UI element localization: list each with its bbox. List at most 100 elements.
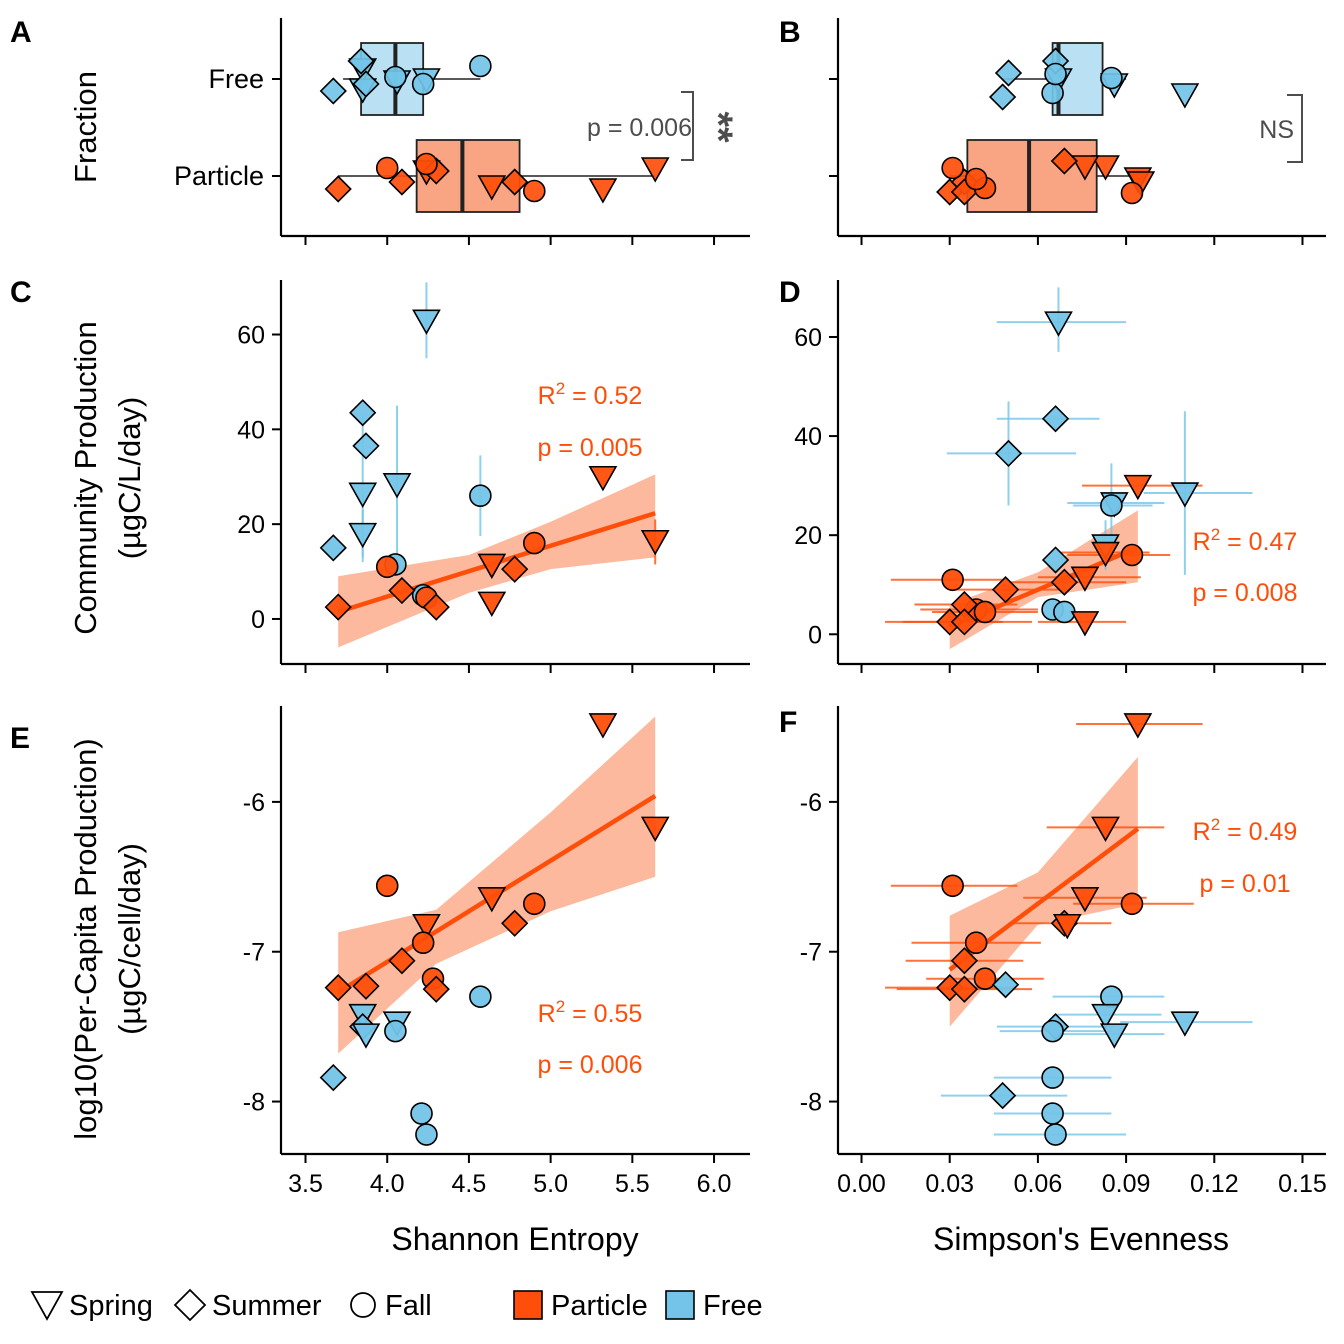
spring-point	[640, 157, 670, 183]
fall-point	[522, 531, 546, 555]
confidence-band	[949, 510, 1138, 650]
fall-point	[1120, 543, 1144, 567]
fall-point	[1041, 1066, 1064, 1089]
summer-point	[1041, 546, 1070, 574]
fall-point	[941, 874, 964, 898]
summer-point	[319, 534, 347, 562]
spring-point	[588, 178, 618, 204]
summer-point	[422, 975, 450, 1003]
panel-a: Free Particle p = 0.006 **	[174, 18, 750, 245]
summer-point	[501, 168, 529, 196]
spring-point	[477, 175, 507, 201]
x-tick-label: 5.5	[615, 1170, 650, 1198]
summer-point	[994, 59, 1023, 87]
r-squared-label: R2 = 0.49	[1193, 815, 1298, 846]
fall-point	[415, 1123, 438, 1146]
legend-spring-icon	[30, 1291, 64, 1321]
p-value-label: p = 0.008	[1193, 579, 1298, 607]
y-tick-label: 0	[808, 621, 822, 649]
x-tick-label: 5.0	[533, 1170, 568, 1198]
spring-point	[1170, 482, 1200, 508]
panel-letter-c: C	[10, 276, 32, 309]
x-tick-label: 4.5	[452, 1170, 487, 1198]
y-tick-label: 60	[237, 322, 265, 350]
spring-point	[1170, 1011, 1200, 1037]
summer-point	[1050, 147, 1078, 175]
legend-summer-icon	[173, 1288, 207, 1322]
fall-point	[1041, 1102, 1064, 1125]
y-tick-label: -6	[243, 789, 265, 817]
fall-point	[973, 967, 997, 990]
x-tick-label: 4.0	[370, 1170, 405, 1198]
p-value-label: p = 0.005	[538, 434, 643, 462]
p-value-label: p = 0.006	[538, 1051, 643, 1079]
spring-point	[640, 529, 670, 556]
fall-point	[1120, 181, 1144, 205]
y-tick-label: 40	[237, 416, 265, 444]
fall-point	[1120, 892, 1144, 916]
spring-point	[477, 591, 507, 617]
spring-point	[412, 913, 441, 940]
spring-point	[1091, 1003, 1120, 1030]
significance-bracket	[681, 91, 694, 161]
spring-point	[351, 1023, 381, 1049]
ylabel-fraction: Fraction	[68, 71, 103, 183]
summer-point	[319, 77, 347, 105]
y-tick-label: 20	[237, 511, 265, 539]
y-tick-label: 40	[794, 423, 822, 451]
fall-point	[384, 1019, 407, 1043]
spring-point	[1091, 816, 1120, 842]
fall-point	[411, 931, 435, 955]
fall-point	[375, 555, 399, 579]
legend-label-summer: Summer	[212, 1290, 322, 1322]
summer-point	[388, 168, 416, 196]
summer-point	[349, 399, 377, 427]
x-tick-label: 6.0	[697, 1170, 732, 1198]
fall-point	[469, 484, 492, 508]
panel-d: 0 20 40 60 R2 = 0.47 p = 0.008	[794, 280, 1326, 673]
summer-point	[994, 439, 1023, 468]
spring-point	[1070, 155, 1100, 181]
spring-point	[1170, 83, 1200, 109]
spring-point	[348, 482, 378, 508]
panel-c: 0 20 40 60 R2 = 0.52 p = 0.005	[237, 280, 750, 673]
p-value-label: p = 0.01	[1199, 870, 1290, 898]
fall-point	[384, 65, 407, 89]
summer-point	[324, 175, 352, 203]
summer-point	[988, 1081, 1017, 1110]
box-particle	[966, 139, 1098, 213]
fall-point	[522, 179, 546, 203]
legend-free-swatch	[665, 1290, 695, 1320]
x-tick-label: 3.5	[288, 1170, 323, 1198]
ylabel-community-production: Community Production	[68, 321, 103, 635]
legend-label-spring: Spring	[69, 1290, 153, 1322]
fall-point	[411, 72, 435, 96]
ns-bracket	[1287, 94, 1303, 163]
confidence-band	[338, 716, 656, 1054]
spring-point	[1091, 541, 1120, 568]
x-tick-label: 0.03	[925, 1170, 974, 1198]
spring-point	[1044, 311, 1073, 337]
panel-b: NS	[829, 18, 1326, 245]
ylabel-per-capita-production: log10(Per-Capita Production)	[68, 738, 103, 1140]
y-tick-label: -6	[800, 789, 822, 817]
summer-point	[950, 975, 979, 1003]
summer-point	[501, 555, 529, 583]
panel-letter-e: E	[10, 722, 30, 755]
legend-label-particle: Particle	[551, 1290, 648, 1322]
y-tick-label: -7	[800, 939, 822, 967]
spring-point	[1052, 913, 1082, 940]
summer-point	[1050, 568, 1078, 596]
y-tick-label: 20	[794, 522, 822, 550]
spring-point	[1070, 886, 1100, 913]
spring-point	[1070, 611, 1100, 637]
fall-point	[469, 985, 492, 1008]
category-label-free: Free	[208, 64, 264, 94]
panel-letter-f: F	[779, 706, 797, 739]
spring-point	[640, 816, 670, 842]
x-tick-label: 0.00	[837, 1170, 886, 1198]
fall-point	[375, 874, 399, 898]
fall-point	[1041, 1019, 1064, 1043]
summer-point	[950, 608, 979, 636]
summer-point	[422, 593, 450, 621]
